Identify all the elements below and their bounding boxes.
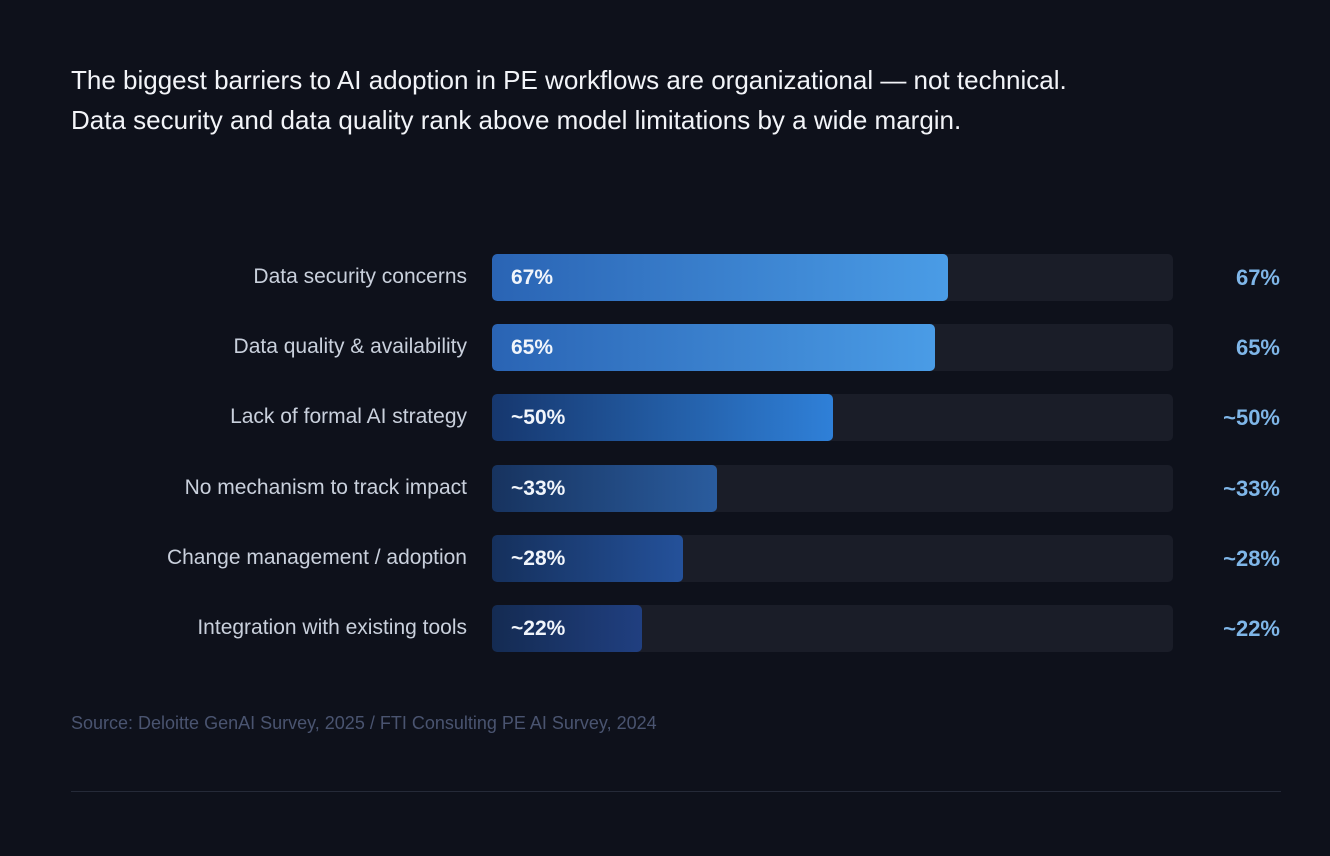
page-headline: The biggest barriers to AI adoption in P… <box>71 65 1067 135</box>
chart-row: Data quality & availability 65% 65% <box>0 324 1330 371</box>
bar-data-label: ~50% <box>511 406 566 429</box>
value-label: 65% <box>1235 335 1280 360</box>
bar: ~28% <box>492 535 683 582</box>
bar: ~50% <box>492 394 833 441</box>
bar-data-label: ~33% <box>511 477 566 500</box>
value-label: 67% <box>1235 265 1280 290</box>
bar: 65% <box>492 324 935 371</box>
bar: ~22% <box>492 605 642 652</box>
category-label: Data security concerns <box>253 265 467 288</box>
bar-track: ~22% <box>492 605 1173 652</box>
bar-data-label: 67% <box>511 266 554 289</box>
chart-row: Change management / adoption ~28% ~28% <box>0 535 1330 582</box>
bar-data-label: 65% <box>511 336 554 359</box>
value-label: ~33% <box>1223 476 1280 501</box>
bar-track: ~33% <box>492 465 1173 512</box>
category-label: No mechanism to track impact <box>184 476 467 499</box>
footer-divider <box>71 791 1281 792</box>
chart-row: Lack of formal AI strategy ~50% ~50% <box>0 394 1330 441</box>
bar-data-label: ~22% <box>511 617 566 640</box>
chart-row: No mechanism to track impact ~33% ~33% <box>0 465 1330 512</box>
value-label: ~50% <box>1223 405 1280 430</box>
bar-track: 65% <box>492 324 1173 371</box>
value-label: ~28% <box>1223 546 1280 571</box>
source-note: Source: Deloitte GenAI Survey, 2025 / FT… <box>71 713 657 733</box>
bar: 67% <box>492 254 948 301</box>
bar-data-label: ~28% <box>511 547 566 570</box>
bar-track: 67% <box>492 254 1173 301</box>
category-label: Data quality & availability <box>233 335 467 358</box>
chart-row: Integration with existing tools ~22% ~22% <box>0 605 1330 652</box>
bar-track: ~50% <box>492 394 1173 441</box>
category-label: Lack of formal AI strategy <box>230 405 467 428</box>
category-label: Change management / adoption <box>166 546 467 569</box>
chart-row: Data security concerns 67% 67% <box>0 254 1330 301</box>
category-label: Integration with existing tools <box>197 616 467 639</box>
bar: ~33% <box>492 465 717 512</box>
value-label: ~22% <box>1223 616 1280 641</box>
bar-track: ~28% <box>492 535 1173 582</box>
